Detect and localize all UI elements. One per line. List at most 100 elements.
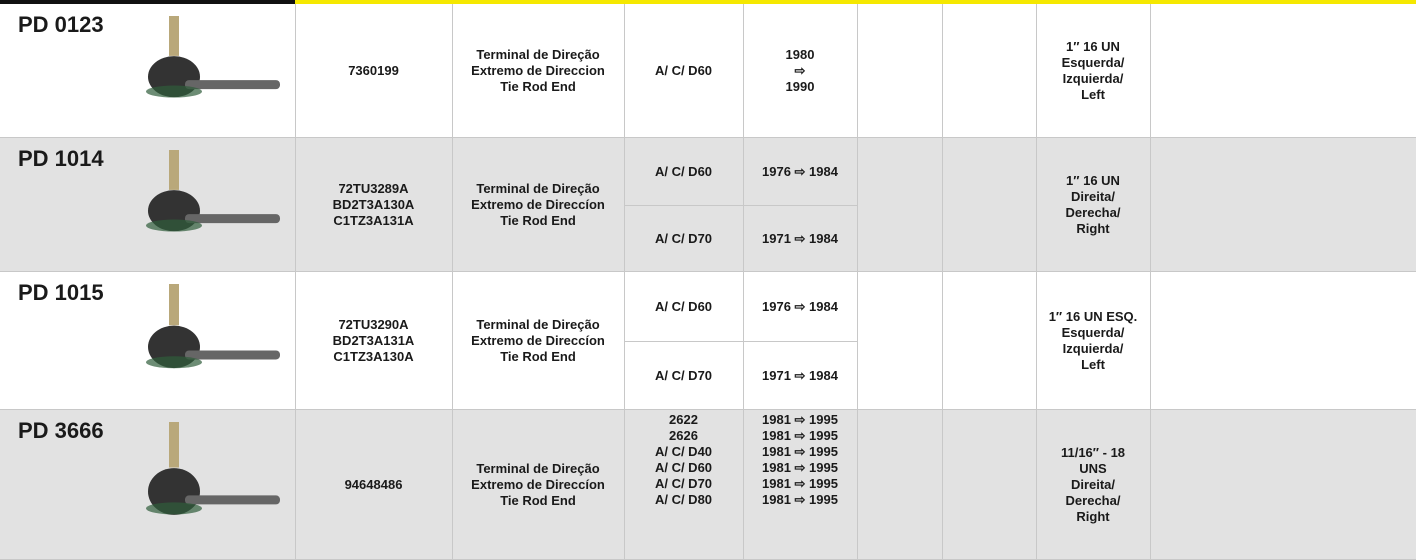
text-line: Left bbox=[1081, 357, 1105, 372]
part-code: PD 0123 bbox=[18, 12, 104, 37]
text-line: Tie Rod End bbox=[500, 213, 576, 228]
oem-codes: 72TU3289A BD2T3A130A C1TZ3A131A bbox=[295, 138, 452, 272]
text-line: Esquerda/ bbox=[1061, 55, 1125, 70]
text-line: A/ C/ D60 bbox=[654, 163, 713, 179]
years: 1981 ⇨ 1995 bbox=[743, 412, 857, 428]
column-border bbox=[942, 410, 943, 560]
text-line: Right bbox=[1076, 221, 1110, 236]
application: A/ C/ D60 bbox=[624, 460, 743, 476]
text-line: Extremo de Direccíon bbox=[471, 197, 605, 212]
text-line: 1981 ⇨ 1995 bbox=[762, 476, 838, 491]
text-line: A/ C/ D60 bbox=[654, 460, 713, 475]
application: 2622 bbox=[624, 412, 743, 428]
text-line: Right bbox=[1076, 509, 1110, 524]
text-line: BD2T3A131A bbox=[332, 333, 415, 348]
description: Terminal de Direção Extremo de Direccíon T… bbox=[452, 410, 624, 560]
column-border bbox=[452, 272, 453, 410]
header-strip bbox=[0, 0, 295, 4]
part-code: PD 1014 bbox=[18, 146, 104, 171]
years: 1971 ⇨ 1984 bbox=[743, 341, 857, 410]
text-line: Extremo de Direccion bbox=[471, 63, 605, 78]
text-line: Esquerda/ bbox=[1061, 325, 1125, 340]
years: 1971 ⇨ 1984 bbox=[743, 205, 857, 272]
column-border bbox=[942, 272, 943, 410]
specification: 11/16″ - 18 UNS Direita/Derecha/Right bbox=[1036, 410, 1150, 560]
text-line: A/ C/ D60 bbox=[654, 63, 713, 78]
column-border bbox=[857, 4, 858, 138]
text-line: Left bbox=[1081, 87, 1105, 102]
text-line: BD2T3A130A bbox=[332, 197, 415, 212]
text-line: C1TZ3A130A bbox=[333, 349, 414, 364]
text-line: 1981 ⇨ 1995 bbox=[762, 444, 838, 459]
text-line: 72TU3290A bbox=[338, 317, 409, 332]
text-line: 1981 ⇨ 1995 bbox=[762, 492, 838, 507]
oem-codes: 94648486 bbox=[295, 410, 452, 560]
text-line: Izquierda/ bbox=[1062, 341, 1124, 356]
oem-codes: 7360199 bbox=[295, 4, 452, 138]
column-border bbox=[1150, 410, 1151, 560]
text-line: A/ C/ D70 bbox=[654, 230, 713, 246]
text-line: 1981 ⇨ 1995 bbox=[762, 412, 838, 427]
column-border bbox=[1150, 4, 1151, 138]
years: 1980 ⇨ 1990 bbox=[743, 4, 857, 138]
description: Terminal de Direção Extremo de Direccíon T… bbox=[452, 138, 624, 272]
text-line: 2626 bbox=[669, 428, 698, 443]
part-code: PD 1015 bbox=[18, 280, 104, 305]
text-line: 7360199 bbox=[348, 63, 399, 78]
application: A/ C/ D60 bbox=[624, 138, 743, 205]
text-line: 94648486 bbox=[344, 477, 403, 492]
years: 1976 ⇨ 1984 bbox=[743, 272, 857, 341]
part-photo bbox=[146, 16, 280, 98]
column-border bbox=[1036, 138, 1037, 272]
specification: 1″ 16 UN ESQ. Esquerda/Izquierda/Left bbox=[1036, 272, 1150, 410]
application: A/ C/ D70 bbox=[624, 476, 743, 492]
text-line: Extremo de Direccíon bbox=[471, 477, 605, 492]
text-line: 1″ 16 UN bbox=[1066, 39, 1120, 54]
text-line: 1980 bbox=[785, 47, 815, 62]
application: A/ C/ D80 bbox=[624, 492, 743, 508]
description: Terminal de Direção Extremo de Direccion T… bbox=[452, 4, 624, 138]
oem-codes: 72TU3290A BD2T3A131A C1TZ3A130A bbox=[295, 272, 452, 410]
years: 1981 ⇨ 1995 bbox=[743, 428, 857, 444]
column-border bbox=[624, 410, 625, 560]
text-line: A/ C/ D80 bbox=[654, 492, 713, 507]
part-code: PD 3666 bbox=[18, 418, 104, 443]
text-line: 1″ 16 UN bbox=[1066, 173, 1120, 188]
text-line: 1981 ⇨ 1995 bbox=[762, 460, 838, 475]
column-border bbox=[942, 138, 943, 272]
years: 1981 ⇨ 1995 bbox=[743, 444, 857, 460]
text-line: A/ C/ D60 bbox=[654, 298, 713, 314]
column-border bbox=[1150, 272, 1151, 410]
text-line: UNS bbox=[1079, 461, 1107, 476]
text-line: Derecha/ bbox=[1065, 205, 1121, 220]
column-border bbox=[857, 138, 858, 272]
specification: 1″ 16 UN Direita/Derecha/Right bbox=[1036, 138, 1150, 272]
column-border bbox=[295, 272, 296, 410]
text-line: Derecha/ bbox=[1065, 493, 1121, 508]
column-border bbox=[1036, 4, 1037, 138]
column-border bbox=[942, 4, 943, 138]
text-line: Tie Rod End bbox=[500, 79, 576, 94]
column-border bbox=[857, 410, 858, 560]
text-line: Terminal de Direção bbox=[476, 317, 600, 332]
text-line: 1971 ⇨ 1984 bbox=[762, 367, 838, 383]
part-photo bbox=[146, 150, 280, 232]
application: A/ C/ D40 bbox=[624, 444, 743, 460]
text-line: C1TZ3A131A bbox=[333, 213, 414, 228]
column-border bbox=[743, 410, 744, 560]
years: 1981 ⇨ 1995 bbox=[743, 460, 857, 476]
row-divider bbox=[624, 205, 857, 206]
application: 2626 bbox=[624, 428, 743, 444]
column-border bbox=[452, 4, 453, 138]
text-line: 1981 ⇨ 1995 bbox=[762, 428, 838, 443]
text-line: Tie Rod End bbox=[500, 493, 576, 508]
parts-table: PD 0123 7360199 Terminal de Direção Extrem… bbox=[0, 4, 1416, 560]
application: A/ C/ D70 bbox=[624, 205, 743, 272]
text-line: Izquierda/ bbox=[1062, 71, 1124, 86]
column-border bbox=[452, 138, 453, 272]
part-photo bbox=[146, 284, 280, 369]
column-border bbox=[1036, 272, 1037, 410]
years: 1981 ⇨ 1995 bbox=[743, 476, 857, 492]
text-line: Terminal de Direção bbox=[476, 47, 600, 62]
part-photo bbox=[146, 422, 280, 515]
